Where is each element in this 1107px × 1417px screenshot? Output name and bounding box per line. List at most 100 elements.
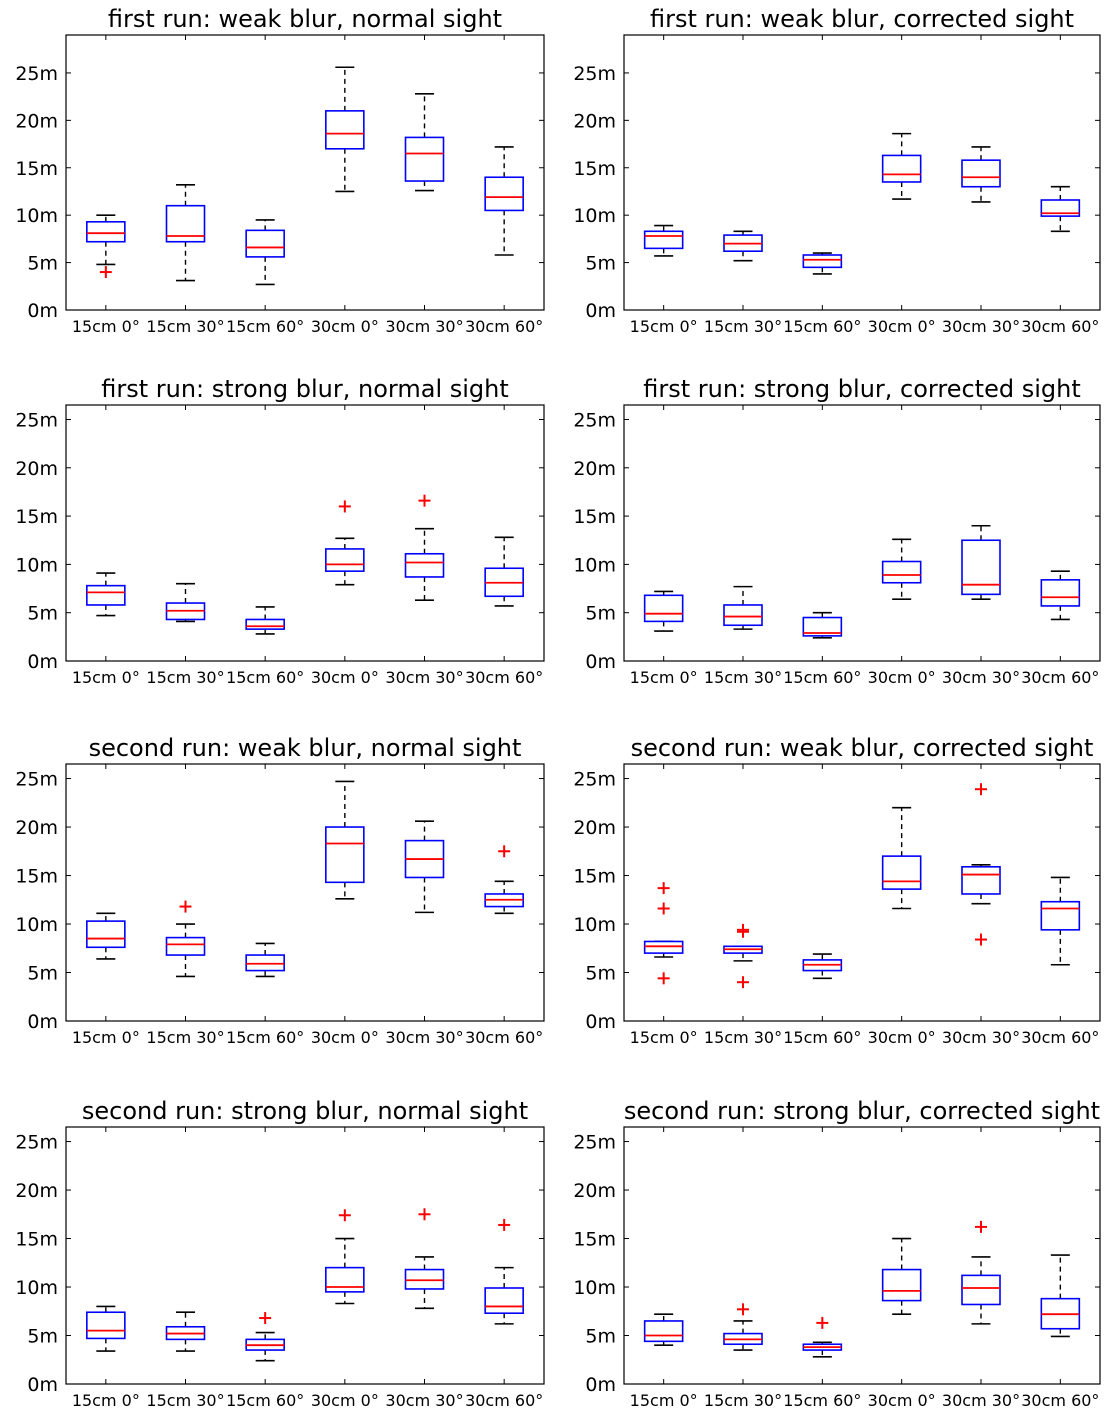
- y-tick-label: 10m: [15, 205, 58, 227]
- x-tick-label: 30cm 30°: [942, 1391, 1020, 1410]
- box-6: [1040, 570, 1081, 621]
- plot-frame: [623, 34, 1101, 311]
- x-tick-label: 15cm 0°: [630, 668, 698, 687]
- y-tick-label: 25m: [573, 1132, 616, 1154]
- y-tick-label: 20m: [15, 458, 58, 480]
- chart-panel-7: second run: strong blur, normal sight 0m 5…: [15, 1097, 545, 1410]
- box-2: [723, 1303, 763, 1351]
- plot-frame: [623, 1126, 1101, 1385]
- box-4: [881, 806, 922, 910]
- x-tick-label: 30cm 60°: [1021, 1028, 1099, 1047]
- box-5: [961, 1220, 1001, 1325]
- y-tick-label: 15m: [573, 506, 616, 528]
- outlier-marker: [498, 845, 511, 858]
- box-1: [643, 224, 684, 257]
- chart-panel-3: first run: strong blur, normal sight 0m 5m…: [15, 375, 545, 687]
- y-tick-label: 20m: [15, 1180, 58, 1202]
- iqr-box: [1040, 900, 1081, 931]
- chart-title: first run: weak blur, corrected sight: [650, 5, 1074, 33]
- iqr-box: [325, 1266, 365, 1293]
- y-tick-label: 5m: [585, 963, 616, 985]
- box-6: [1040, 876, 1081, 966]
- box-3: [245, 942, 285, 978]
- chart-title: second run: weak blur, corrected sight: [631, 734, 1094, 762]
- x-tick-label: 30cm 60°: [465, 1391, 543, 1410]
- x-tick-label: 15cm 30°: [146, 1028, 224, 1047]
- chart-title: second run: strong blur, corrected sight: [624, 1097, 1100, 1125]
- iqr-box: [643, 230, 684, 250]
- outlier-marker: [975, 933, 987, 946]
- box-1: [643, 1313, 684, 1347]
- y-tick-label: 20m: [573, 1180, 616, 1202]
- box-2: [723, 230, 763, 262]
- iqr-box: [643, 594, 684, 623]
- iqr-box: [86, 221, 126, 243]
- box-4: [881, 1237, 922, 1315]
- plot-frame: [65, 1126, 545, 1385]
- outlier-marker: [737, 976, 749, 989]
- y-tick-label: 15m: [573, 1229, 616, 1251]
- y-tick-label: 10m: [15, 914, 58, 936]
- box-4: [325, 66, 365, 193]
- x-tick-label: 15cm 0°: [630, 1028, 698, 1047]
- box-5: [961, 783, 1001, 946]
- iqr-box: [325, 548, 365, 572]
- x-tick-label: 30cm 0°: [311, 1028, 379, 1047]
- box-6: [484, 146, 524, 256]
- x-tick-label: 30cm 60°: [465, 1028, 543, 1047]
- box-4: [881, 132, 922, 200]
- iqr-box: [643, 940, 684, 954]
- y-tick-label: 10m: [573, 914, 616, 936]
- outlier-marker: [975, 1220, 987, 1233]
- y-tick-label: 15m: [15, 866, 58, 888]
- y-tick-label: 25m: [15, 409, 58, 431]
- box-2: [165, 1311, 206, 1352]
- y-tick-label: 15m: [15, 1229, 58, 1251]
- x-tick-label: 15cm 0°: [72, 668, 140, 687]
- outlier-marker: [338, 500, 351, 513]
- iqr-box: [723, 604, 763, 627]
- iqr-box: [404, 136, 445, 182]
- x-tick-label: 15cm 60°: [226, 1391, 304, 1410]
- box-1: [86, 572, 126, 617]
- box-1: [643, 590, 684, 632]
- y-tick-label: 5m: [585, 603, 616, 625]
- iqr-box: [86, 1311, 126, 1340]
- box-3: [802, 611, 843, 639]
- x-tick-label: 30cm 0°: [868, 668, 936, 687]
- y-tick-label: 25m: [573, 63, 616, 85]
- outlier-marker: [259, 1312, 272, 1325]
- x-tick-label: 15cm 60°: [226, 317, 304, 336]
- y-tick-label: 0m: [27, 1011, 58, 1033]
- y-tick-label: 20m: [573, 110, 616, 132]
- y-tick-label: 5m: [27, 253, 58, 275]
- x-tick-label: 30cm 30°: [385, 668, 463, 687]
- y-tick-label: 15m: [15, 158, 58, 180]
- outlier-marker: [418, 1208, 431, 1221]
- box-3: [245, 1312, 285, 1362]
- iqr-box: [1040, 199, 1081, 217]
- y-tick-label: 5m: [27, 603, 58, 625]
- box-3: [802, 953, 843, 980]
- plot-frame: [65, 763, 545, 1022]
- y-tick-label: 25m: [573, 769, 616, 791]
- y-tick-label: 5m: [585, 1326, 616, 1348]
- x-tick-label: 30cm 0°: [311, 317, 379, 336]
- y-tick-label: 10m: [573, 554, 616, 576]
- x-tick-label: 30cm 60°: [1021, 668, 1099, 687]
- iqr-box: [325, 110, 365, 150]
- box-2: [723, 585, 763, 630]
- x-tick-label: 30cm 30°: [385, 317, 463, 336]
- iqr-box: [961, 159, 1001, 188]
- y-tick-label: 5m: [27, 963, 58, 985]
- iqr-box: [961, 865, 1001, 895]
- chart-panel-2: first run: weak blur, corrected sight 0m 5…: [573, 5, 1101, 336]
- box-3: [245, 219, 285, 286]
- box-4: [881, 538, 922, 600]
- iqr-box: [165, 936, 206, 956]
- outlier-marker: [816, 1316, 829, 1329]
- y-tick-label: 25m: [15, 63, 58, 85]
- y-tick-label: 20m: [573, 458, 616, 480]
- y-tick-label: 10m: [573, 205, 616, 227]
